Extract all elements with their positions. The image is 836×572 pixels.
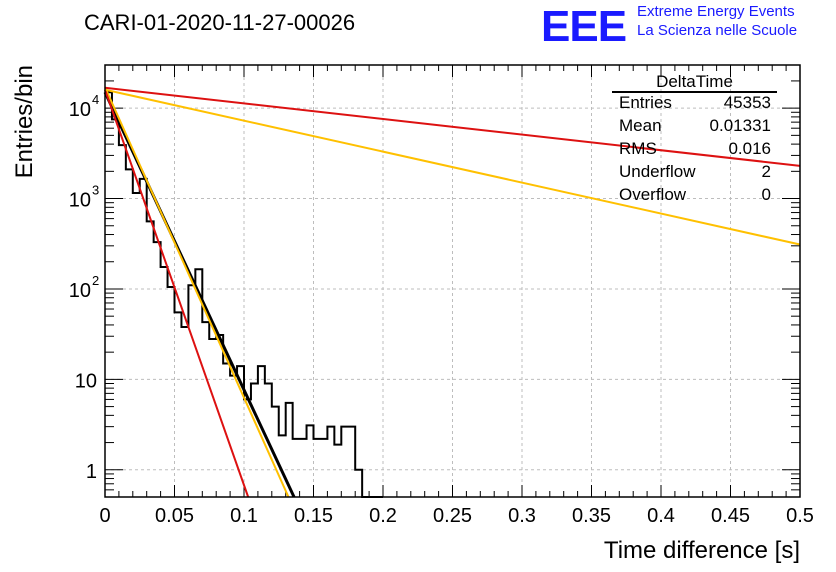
y-tick-label: 1 (86, 461, 97, 483)
stats-value: 0 (761, 185, 771, 204)
x-tick-label: 0 (99, 505, 110, 527)
stats-label: Underflow (619, 162, 696, 181)
y-tick-label-exponent: 2 (92, 273, 99, 288)
x-axis-title: Time difference [s] (604, 537, 800, 564)
x-tick-label: 0.3 (508, 505, 536, 527)
y-tick-label-exponent: 3 (92, 183, 99, 198)
fit-line (104, 86, 290, 498)
fit-line (104, 86, 801, 167)
x-tick-label: 0.1 (230, 505, 258, 527)
stats-value: 45353 (723, 93, 771, 112)
y-tick-label: 10 (69, 280, 91, 302)
y-tick-label: 10 (69, 99, 91, 121)
fit-line (104, 88, 801, 246)
stats-row-mean: Mean 0.01331 (619, 116, 771, 138)
y-tick-label-exponent: 4 (92, 92, 99, 107)
stats-value: 2 (761, 162, 771, 181)
stats-row-underflow: Underflow 2 (619, 162, 771, 184)
y-tick-label: 10 (75, 370, 97, 392)
stats-title: DeltaTime (656, 72, 733, 91)
stats-label: Mean (619, 116, 662, 135)
logo-subtitle-1: Extreme Energy Events (637, 3, 795, 20)
x-tick-label: 0.45 (711, 505, 750, 527)
stats-row-entries: Entries 45353 (619, 93, 771, 115)
x-tick-label: 0.05 (155, 505, 194, 527)
stats-label: Overflow (619, 185, 687, 204)
chart-title: CARI-01-2020-11-27-00026 (84, 10, 356, 35)
x-tick-label: 0.35 (572, 505, 611, 527)
x-tick-label: 0.25 (433, 505, 472, 527)
eee-logo: EEE (541, 2, 627, 51)
plot-frame (104, 64, 801, 498)
y-tick-label: 10 (69, 190, 91, 212)
stats-label: Entries (619, 93, 672, 112)
stats-row-rms: RMS 0.016 (619, 139, 771, 161)
fit-line (104, 89, 250, 498)
x-tick-label: 0.15 (294, 505, 333, 527)
x-tick-label: 0.5 (786, 505, 814, 527)
stats-value: 0.01331 (709, 116, 771, 135)
stats-row-overflow: Overflow 0 (619, 185, 771, 207)
stats-label: RMS (619, 139, 657, 158)
stats-divider (612, 91, 777, 93)
x-tick-label: 0.4 (647, 505, 675, 527)
x-tick-label: 0.2 (369, 505, 397, 527)
logo-subtitle-2: La Scienza nelle Scuole (637, 22, 798, 39)
stats-value: 0.016 (728, 139, 771, 158)
y-axis-title: Entries/bin (11, 65, 38, 178)
